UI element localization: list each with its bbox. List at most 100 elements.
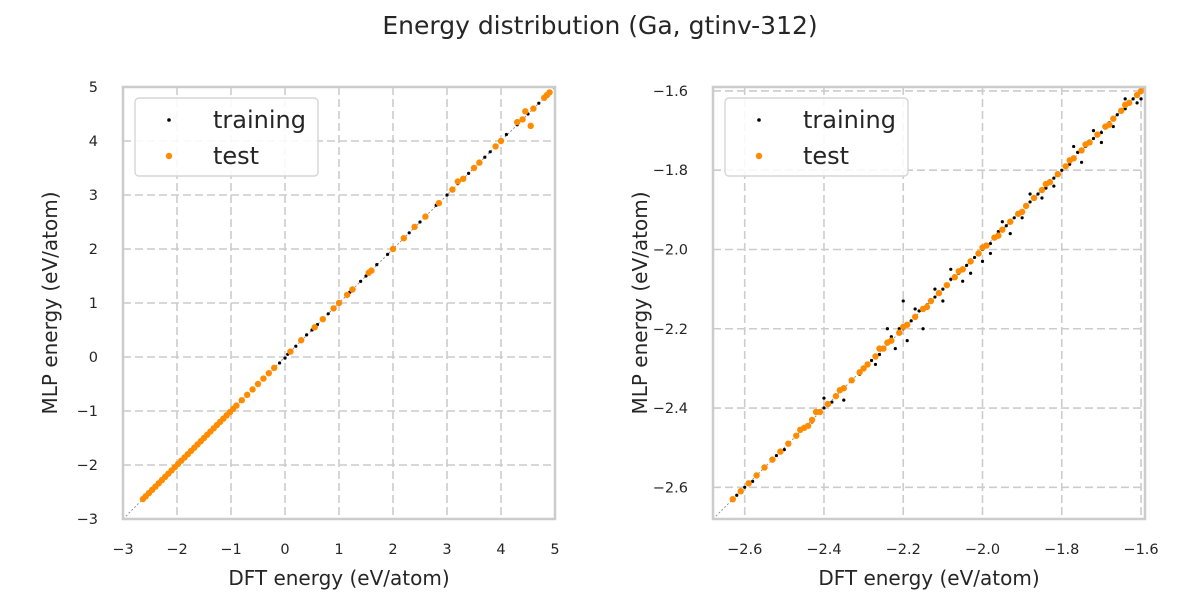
y-tick-label: −2: [77, 458, 98, 474]
data-point: [842, 398, 846, 402]
x-tick-label: 3: [442, 542, 451, 558]
data-point: [1133, 91, 1141, 99]
legend: training test: [724, 97, 909, 177]
data-point: [287, 348, 294, 355]
data-point: [751, 479, 755, 483]
grid: [713, 87, 1145, 519]
data-point: [418, 220, 422, 224]
x-axis-label: DFT energy (eV/atom): [228, 566, 449, 590]
data-point: [921, 327, 925, 331]
y-tick-label: −2.4: [653, 401, 688, 417]
data-point: [885, 327, 889, 331]
data-point: [249, 386, 256, 393]
data-point: [996, 230, 1000, 234]
legend-label-test: test: [213, 142, 259, 170]
data-point: [1118, 107, 1125, 114]
data-point: [454, 178, 461, 185]
data-point: [900, 323, 907, 330]
data-point: [349, 286, 356, 293]
data-point: [943, 281, 951, 289]
data-point: [238, 397, 245, 404]
data-point: [836, 386, 844, 394]
series-test: [729, 87, 1145, 503]
data-point: [753, 472, 760, 479]
y-tick-label: −1.8: [653, 163, 688, 179]
data-point: [435, 199, 443, 207]
data-point: [294, 344, 298, 348]
series-test: [139, 89, 553, 503]
data-point: [1082, 141, 1089, 148]
y-tick-label: 4: [89, 134, 98, 150]
axes-frame: [121, 85, 557, 521]
y-tick-label: −1: [77, 404, 98, 420]
data-point: [1072, 144, 1076, 149]
data-point: [411, 223, 418, 231]
figure-title: Energy distribution (Ga, gtinv-312): [382, 11, 817, 40]
data-point: [319, 316, 326, 323]
data-point: [822, 406, 826, 410]
data-point: [1094, 131, 1101, 138]
x-tick-label: −1: [220, 542, 241, 558]
axes-frame: [711, 85, 1147, 521]
data-point: [1030, 194, 1038, 202]
legend-marker-training: [757, 118, 761, 122]
x-tick-label: −1.6: [1123, 542, 1158, 558]
data-point: [1078, 147, 1085, 154]
x-tick-label: −1.8: [1044, 542, 1079, 558]
data-point: [988, 241, 993, 246]
x-tick-label: 4: [496, 542, 505, 558]
data-point: [979, 244, 986, 251]
data-point: [965, 263, 969, 267]
data-point: [1008, 232, 1012, 236]
data-point: [972, 255, 977, 260]
data-point: [872, 353, 879, 360]
data-point: [729, 495, 737, 503]
data-point: [909, 319, 913, 323]
data-point: [422, 213, 429, 220]
data-point: [260, 375, 267, 382]
data-point: [975, 250, 982, 257]
data-point: [897, 327, 901, 331]
data-point: [1099, 130, 1104, 135]
data-point: [884, 339, 891, 346]
legend-box: [724, 97, 909, 177]
data-point: [504, 132, 508, 137]
y-tick-label: 3: [89, 188, 98, 204]
data-point: [808, 416, 816, 424]
data-point: [445, 193, 449, 197]
data-point: [995, 232, 1002, 239]
data-point: [1076, 150, 1080, 154]
data-point: [368, 267, 375, 274]
data-point: [1022, 202, 1030, 210]
y-tick-label: 1: [89, 296, 98, 312]
data-point: [911, 313, 919, 321]
x-tick-label: −2.6: [727, 542, 762, 558]
data-point: [1028, 192, 1032, 196]
data-point: [923, 303, 931, 311]
data-point: [330, 305, 337, 312]
data-point: [483, 155, 487, 159]
data-point: [254, 380, 262, 388]
data-point: [777, 448, 784, 455]
data-point: [1131, 97, 1135, 101]
data-point: [935, 289, 943, 297]
data-point: [1060, 168, 1064, 172]
y-tick-label: 0: [89, 350, 98, 366]
data-point: [917, 309, 921, 313]
data-point: [359, 279, 363, 283]
y-axis-label: MLP energy (eV/atom): [628, 191, 652, 414]
data-point: [1042, 180, 1050, 188]
data-point: [785, 440, 792, 447]
data-point: [782, 448, 786, 452]
data-point: [955, 268, 962, 275]
data-point: [1018, 208, 1026, 216]
data-point: [951, 274, 958, 281]
data-point: [905, 339, 909, 343]
x-axis-label: DFT energy (eV/atom): [818, 566, 1039, 590]
data-point: [941, 299, 945, 303]
data-point: [1040, 196, 1044, 200]
y-tick-label: −2.2: [653, 322, 688, 338]
y-tick-label: −3: [77, 512, 98, 528]
data-point: [796, 426, 804, 434]
